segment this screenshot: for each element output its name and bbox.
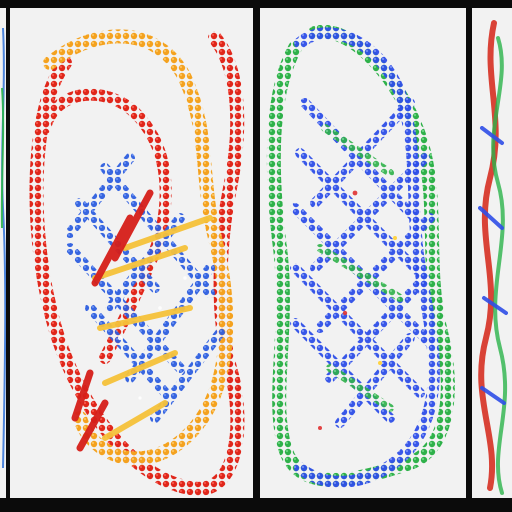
red-orange-knot-art	[10, 8, 253, 498]
panel-left-sliver	[0, 8, 6, 498]
panel-right-sliver	[472, 8, 512, 498]
panel-red-orange-knot	[10, 8, 253, 498]
blue-green-knot-art	[260, 8, 466, 498]
panel-blue-green-knot	[260, 8, 466, 498]
left-sliver-art	[0, 8, 6, 498]
right-sliver-art	[472, 8, 512, 498]
